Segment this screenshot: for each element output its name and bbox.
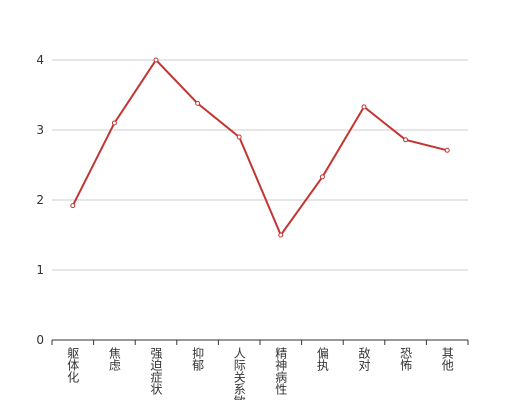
x-tick-label: 其他 (440, 347, 454, 371)
x-tick-label: 敌对 (357, 346, 371, 371)
point (403, 137, 409, 143)
line (71, 58, 448, 238)
point (195, 100, 201, 106)
x-tick-label: 恐怖 (399, 347, 413, 371)
x-tick-label: 精神病性 (274, 347, 288, 396)
point (319, 174, 325, 180)
point (361, 104, 367, 110)
y-tick-label: 0 (36, 333, 44, 347)
point (236, 134, 242, 140)
point (111, 120, 117, 126)
x-tick-label: 偏执 (315, 346, 329, 372)
y-tick-label: 2 (36, 193, 44, 207)
x-tick-label: 强迫症状 (149, 347, 163, 395)
point (153, 57, 159, 63)
y-tick-label: 4 (36, 53, 44, 67)
point (278, 232, 284, 238)
x-tick-label: 抑郁 (191, 346, 205, 372)
x-tick-label: 躯体化 (66, 346, 80, 384)
x-tick-label: 人际关系敏感 (232, 347, 246, 400)
x-tick-label: 焦虑 (107, 347, 121, 371)
point (70, 203, 76, 209)
y-tick-label: 3 (36, 123, 44, 137)
y-tick-label: 1 (36, 263, 44, 277)
point (444, 147, 450, 153)
